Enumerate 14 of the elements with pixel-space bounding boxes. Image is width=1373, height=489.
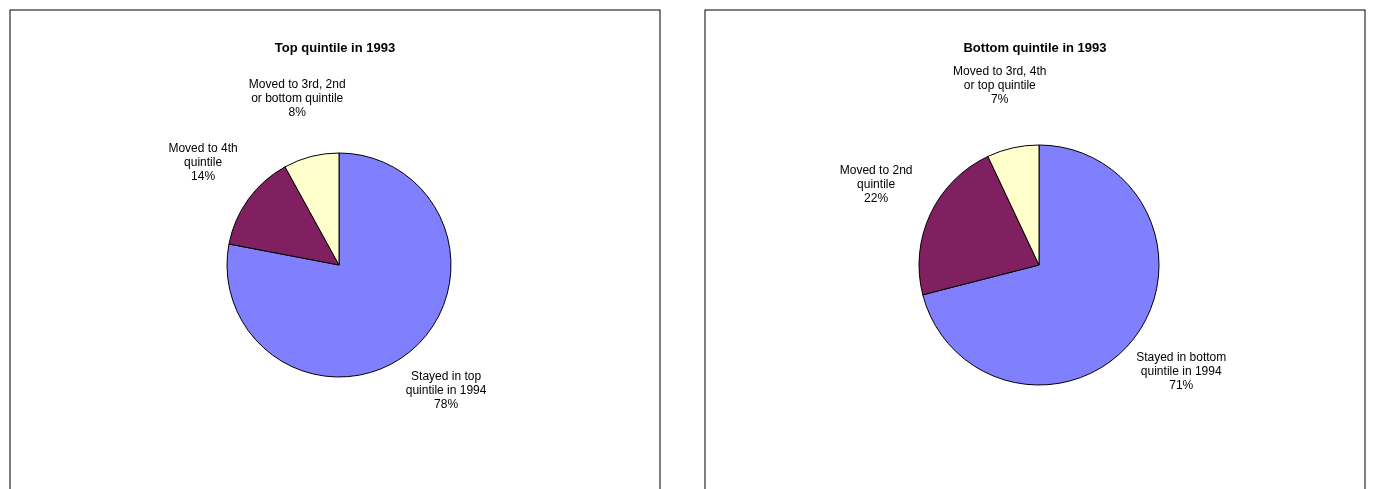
data-label: 78% [434,397,459,412]
slice-label: Moved to 2nd quintile [839,163,913,192]
slice-label: Moved to 3rd, 4th or top quintile [953,64,1047,93]
chart-title: Top quintile in 1993 [274,40,396,55]
slice-label: Moved to 3rd, 2nd or bottom quintile [248,77,346,106]
slice-label: Stayed in top quintile in 1994 [405,369,487,398]
slice-label: Moved to 4th quintile [168,141,238,170]
slice-label: Stayed in bottom quintile in 1994 [1136,350,1227,379]
data-label: 14% [191,169,216,184]
chart-title: Bottom quintile in 1993 [963,40,1107,55]
data-label: 8% [288,105,307,120]
data-label: 71% [1169,378,1194,393]
data-label: 22% [864,191,889,206]
data-label: 7% [991,92,1009,107]
